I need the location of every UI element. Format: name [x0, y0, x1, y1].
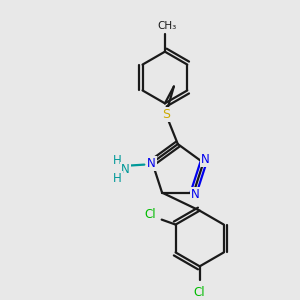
Text: Cl: Cl: [194, 286, 206, 299]
Text: CH₃: CH₃: [157, 21, 176, 31]
Text: N: N: [121, 163, 130, 176]
Text: N: N: [191, 188, 200, 201]
Text: H: H: [113, 154, 122, 167]
Text: Cl: Cl: [144, 208, 156, 221]
Text: N: N: [147, 157, 156, 170]
Text: S: S: [162, 108, 170, 121]
Text: N: N: [201, 153, 210, 166]
Text: H: H: [113, 172, 122, 185]
